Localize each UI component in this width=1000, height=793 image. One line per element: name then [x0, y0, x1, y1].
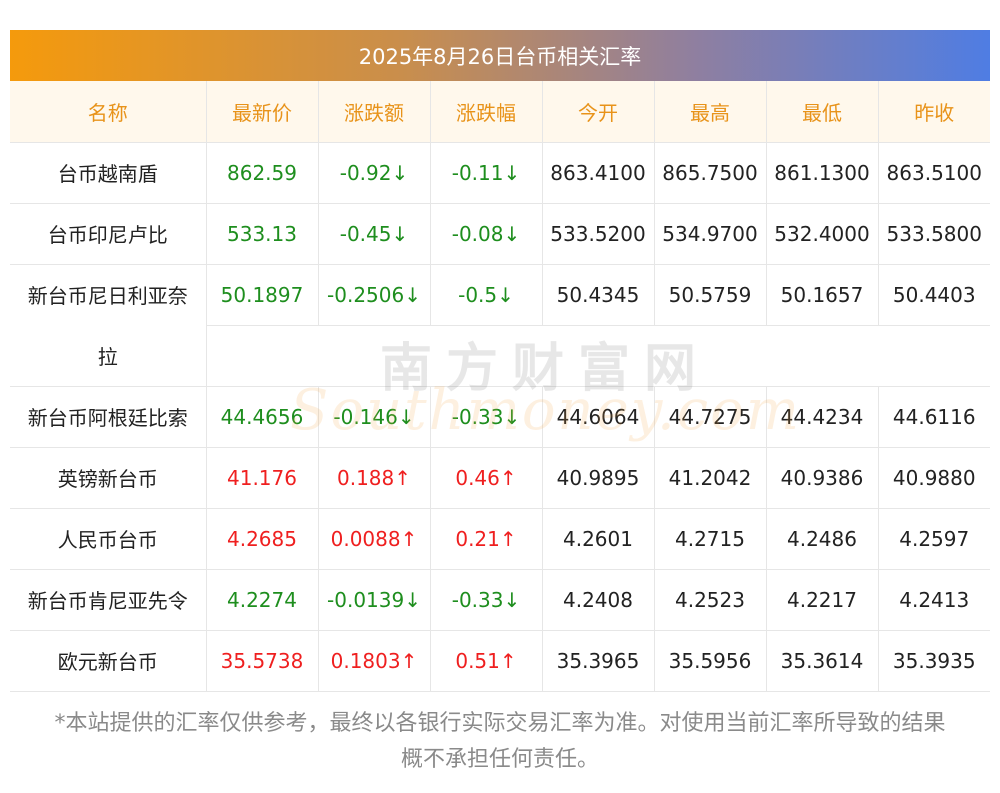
column-header-name: 名称: [10, 81, 207, 143]
open-price: 35.3965: [542, 630, 655, 692]
high-price: 4.2715: [654, 508, 767, 570]
latest-price: 862.59: [206, 142, 319, 204]
high-price: 50.5759: [654, 264, 767, 326]
open-price: 863.4100: [542, 142, 655, 204]
disclaimer: *本站提供的汇率仅供参考，最终以各银行实际交易汇率为准。对使用当前汇率所导致的结…: [10, 706, 990, 778]
prev-close-price: 533.5800: [878, 203, 990, 265]
low-price: 4.2217: [766, 569, 879, 631]
change-percent: -0.33↓: [430, 569, 543, 631]
change-amount: -0.2506↓: [318, 264, 431, 326]
table-row-continuation: 拉: [10, 325, 990, 387]
change-percent: -0.08↓: [430, 203, 543, 265]
high-price: 865.7500: [654, 142, 767, 204]
low-price: 40.9386: [766, 447, 879, 509]
table-row: 台币印尼卢比 533.13 -0.45↓ -0.08↓ 533.5200 534…: [10, 203, 990, 265]
open-price: 4.2601: [542, 508, 655, 570]
column-header-prev-close: 昨收: [878, 81, 990, 143]
change-amount: -0.146↓: [318, 386, 431, 448]
prev-close-price: 35.3935: [878, 630, 990, 692]
high-price: 44.7275: [654, 386, 767, 448]
disclaimer-line-2: 概不承担任何责任。: [400, 747, 599, 772]
open-price: 533.5200: [542, 203, 655, 265]
table-title: 2025年8月26日台币相关汇率: [10, 30, 990, 81]
change-amount: -0.92↓: [318, 142, 431, 204]
currency-pair-name: 台币越南盾: [10, 142, 207, 204]
open-price: 44.6064: [542, 386, 655, 448]
change-percent: -0.33↓: [430, 386, 543, 448]
change-percent: 0.46↑: [430, 447, 543, 509]
low-price: 44.4234: [766, 386, 879, 448]
prev-close-price: 50.4403: [878, 264, 990, 326]
change-percent: 0.21↑: [430, 508, 543, 570]
prev-close-price: 863.5100: [878, 142, 990, 204]
table-row: 新台币尼日利亚奈 50.1897 -0.2506↓ -0.5↓ 50.4345 …: [10, 264, 990, 326]
column-header-low: 最低: [766, 81, 879, 143]
latest-price: 35.5738: [206, 630, 319, 692]
table-row: 台币越南盾 862.59 -0.92↓ -0.11↓ 863.4100 865.…: [10, 142, 990, 204]
latest-price: 4.2274: [206, 569, 319, 631]
latest-price: 50.1897: [206, 264, 319, 326]
prev-close-price: 4.2413: [878, 569, 990, 631]
currency-pair-name: 新台币肯尼亚先令: [10, 569, 207, 631]
low-price: 35.3614: [766, 630, 879, 692]
currency-pair-name: 人民币台币: [10, 508, 207, 570]
currency-pair-name: 英镑新台币: [10, 447, 207, 509]
high-price: 35.5956: [654, 630, 767, 692]
latest-price: 4.2685: [206, 508, 319, 570]
table-row: 人民币台币 4.2685 0.0088↑ 0.21↑ 4.2601 4.2715…: [10, 508, 990, 570]
column-header-latest: 最新价: [206, 81, 319, 143]
change-amount: -0.45↓: [318, 203, 431, 265]
change-amount: 0.0088↑: [318, 508, 431, 570]
table-row: 新台币肯尼亚先令 4.2274 -0.0139↓ -0.33↓ 4.2408 4…: [10, 569, 990, 631]
open-price: 4.2408: [542, 569, 655, 631]
change-amount: 0.1803↑: [318, 630, 431, 692]
high-price: 4.2523: [654, 569, 767, 631]
table-header-row: 名称 最新价 涨跌额 涨跌幅 今开 最高 最低 昨收: [10, 81, 990, 143]
disclaimer-line-1: *本站提供的汇率仅供参考，最终以各银行实际交易汇率为准。对使用当前汇率所导致的结…: [54, 711, 946, 736]
empty-cell: [206, 325, 990, 387]
open-price: 40.9895: [542, 447, 655, 509]
prev-close-price: 4.2597: [878, 508, 990, 570]
change-percent: -0.5↓: [430, 264, 543, 326]
column-header-high: 最高: [654, 81, 767, 143]
prev-close-price: 44.6116: [878, 386, 990, 448]
currency-pair-name-continued: 拉: [10, 325, 207, 387]
currency-pair-name: 欧元新台币: [10, 630, 207, 692]
change-amount: -0.0139↓: [318, 569, 431, 631]
latest-price: 533.13: [206, 203, 319, 265]
table-row: 欧元新台币 35.5738 0.1803↑ 0.51↑ 35.3965 35.5…: [10, 630, 990, 692]
change-percent: 0.51↑: [430, 630, 543, 692]
exchange-rate-table: 名称 最新价 涨跌额 涨跌幅 今开 最高 最低 昨收 台币越南盾 862.59 …: [10, 81, 990, 692]
change-percent: -0.11↓: [430, 142, 543, 204]
low-price: 532.4000: [766, 203, 879, 265]
change-amount: 0.188↑: [318, 447, 431, 509]
table-row: 新台币阿根廷比索 44.4656 -0.146↓ -0.33↓ 44.6064 …: [10, 386, 990, 448]
latest-price: 41.176: [206, 447, 319, 509]
currency-pair-name: 新台币阿根廷比索: [10, 386, 207, 448]
low-price: 861.1300: [766, 142, 879, 204]
column-header-change-pct: 涨跌幅: [430, 81, 543, 143]
column-header-change: 涨跌额: [318, 81, 431, 143]
open-price: 50.4345: [542, 264, 655, 326]
low-price: 50.1657: [766, 264, 879, 326]
table-row: 英镑新台币 41.176 0.188↑ 0.46↑ 40.9895 41.204…: [10, 447, 990, 509]
column-header-open: 今开: [542, 81, 655, 143]
prev-close-price: 40.9880: [878, 447, 990, 509]
low-price: 4.2486: [766, 508, 879, 570]
high-price: 534.9700: [654, 203, 767, 265]
currency-pair-name: 新台币尼日利亚奈: [10, 264, 207, 325]
currency-pair-name: 台币印尼卢比: [10, 203, 207, 265]
high-price: 41.2042: [654, 447, 767, 509]
latest-price: 44.4656: [206, 386, 319, 448]
